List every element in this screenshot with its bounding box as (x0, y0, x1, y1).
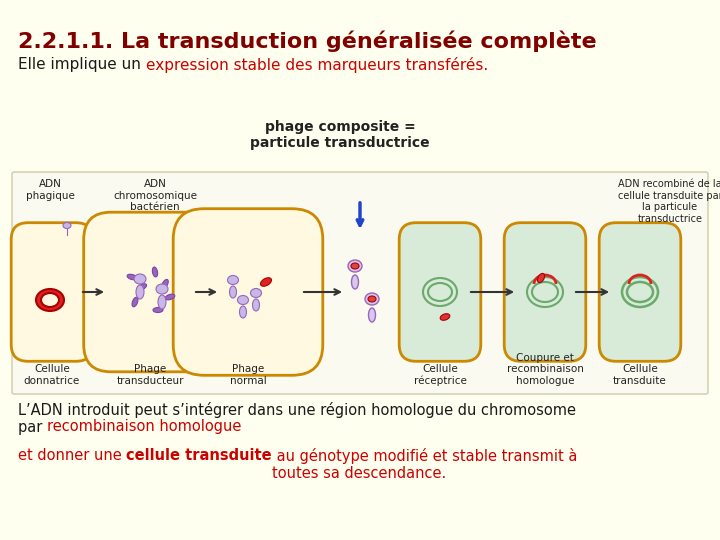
Ellipse shape (238, 295, 248, 305)
Ellipse shape (41, 293, 59, 307)
FancyBboxPatch shape (599, 222, 681, 361)
Ellipse shape (423, 278, 457, 306)
Text: recombinaison homologue: recombinaison homologue (47, 418, 241, 434)
FancyBboxPatch shape (399, 222, 481, 361)
FancyBboxPatch shape (12, 172, 708, 394)
Ellipse shape (365, 293, 379, 305)
Ellipse shape (158, 295, 166, 309)
FancyBboxPatch shape (84, 212, 216, 372)
Text: Cellule
transduite: Cellule transduite (613, 364, 667, 386)
Ellipse shape (351, 275, 359, 289)
Ellipse shape (440, 314, 450, 320)
Ellipse shape (537, 273, 544, 282)
Text: au génotype modifié et stable transmit à
toutes sa descendance.: au génotype modifié et stable transmit à… (272, 448, 577, 481)
Ellipse shape (622, 277, 658, 307)
Text: expression stable des marqueurs transférés.: expression stable des marqueurs transfér… (145, 57, 488, 73)
FancyBboxPatch shape (504, 222, 586, 361)
Text: Elle implique un: Elle implique un (18, 57, 145, 72)
Ellipse shape (627, 282, 653, 302)
Ellipse shape (351, 263, 359, 269)
Text: 2.2.1.1. La transduction généralisée complète: 2.2.1.1. La transduction généralisée com… (18, 30, 597, 51)
Ellipse shape (166, 293, 174, 301)
Text: ADN
chromosomique
bactérien: ADN chromosomique bactérien (113, 179, 197, 212)
FancyBboxPatch shape (174, 208, 323, 375)
Text: ADN recombiné de la
cellule transduite par
la particule
transductrice: ADN recombiné de la cellule transduite p… (618, 179, 720, 224)
Ellipse shape (134, 274, 146, 284)
Ellipse shape (63, 222, 71, 228)
Ellipse shape (156, 284, 168, 294)
Text: Phage
normal: Phage normal (230, 364, 266, 386)
FancyBboxPatch shape (12, 222, 93, 361)
Ellipse shape (136, 285, 144, 299)
Ellipse shape (161, 281, 170, 287)
Ellipse shape (153, 307, 163, 313)
Text: phage composite =
particule transductrice: phage composite = particule transductric… (250, 120, 430, 150)
Ellipse shape (527, 277, 563, 307)
Ellipse shape (532, 282, 558, 302)
Ellipse shape (230, 286, 236, 298)
Ellipse shape (131, 298, 139, 306)
Text: Coupure et
recombinaison
homologue: Coupure et recombinaison homologue (507, 353, 583, 386)
Ellipse shape (150, 269, 160, 275)
Ellipse shape (369, 308, 376, 322)
Text: L’ADN introduit peut s’intégrer dans une région homologue du chromosome
par: L’ADN introduit peut s’intégrer dans une… (18, 402, 576, 435)
Text: Cellule
réceptrice: Cellule réceptrice (413, 364, 467, 386)
Text: ADN
phagique: ADN phagique (26, 179, 74, 200)
Ellipse shape (251, 288, 261, 298)
Ellipse shape (428, 283, 452, 301)
Ellipse shape (253, 299, 259, 311)
Ellipse shape (368, 296, 376, 302)
Text: et donner une: et donner une (18, 448, 127, 463)
Ellipse shape (228, 275, 238, 285)
Ellipse shape (36, 289, 64, 311)
Ellipse shape (348, 260, 362, 272)
Ellipse shape (140, 282, 145, 292)
Text: Phage
transducteur: Phage transducteur (116, 364, 184, 386)
Ellipse shape (261, 278, 271, 286)
Ellipse shape (240, 306, 246, 318)
Ellipse shape (130, 272, 135, 282)
Text: Cellule
donnatrice: Cellule donnatrice (24, 364, 80, 386)
Text: cellule transduite: cellule transduite (127, 448, 272, 463)
